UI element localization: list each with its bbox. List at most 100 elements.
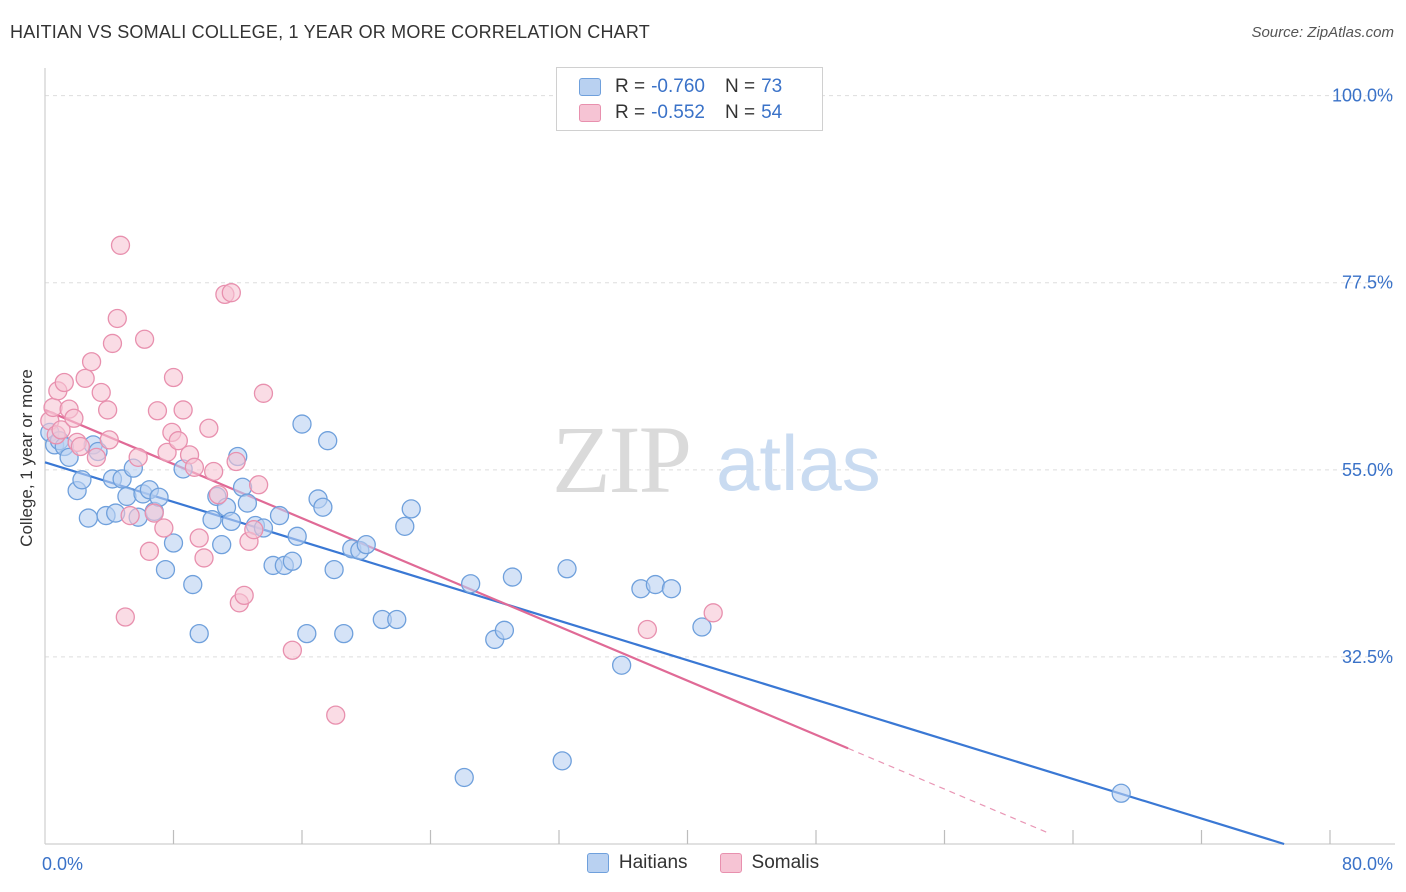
somalis-point bbox=[120, 505, 140, 526]
r-label: R = bbox=[615, 102, 646, 123]
somalis-point bbox=[204, 461, 224, 482]
source-label: Source: ZipAtlas.com bbox=[1251, 24, 1394, 41]
n-label: N = bbox=[724, 76, 756, 97]
somalis-point bbox=[244, 520, 264, 540]
haitians-point bbox=[387, 609, 407, 630]
haitians-point bbox=[202, 510, 222, 530]
n-value-somalis: 54 bbox=[761, 102, 783, 123]
haitians-point bbox=[212, 535, 232, 555]
somalis-point bbox=[703, 603, 723, 623]
somalis-point bbox=[168, 431, 188, 451]
somalis-point bbox=[81, 352, 102, 372]
haitians-point bbox=[269, 505, 290, 526]
somalis-point bbox=[208, 485, 229, 505]
haitians-point bbox=[313, 497, 333, 517]
r-value-somalis: -0.552 bbox=[651, 102, 705, 123]
haitians-point bbox=[163, 533, 184, 553]
haitians-point bbox=[502, 567, 523, 587]
haitians-point bbox=[117, 486, 137, 507]
somalis-point bbox=[194, 548, 214, 568]
correlation-legend: R = -0.760 N = 73 R = -0.552 N = 54 bbox=[556, 67, 823, 131]
haitians-point bbox=[292, 414, 312, 434]
haitians-point bbox=[155, 559, 176, 580]
somalis-point bbox=[144, 503, 164, 523]
haitians-point bbox=[318, 431, 338, 451]
somalis-point bbox=[64, 408, 84, 428]
haitians-point bbox=[494, 620, 515, 640]
haitians-point bbox=[557, 559, 577, 579]
watermark: ZIP atlas bbox=[552, 406, 881, 513]
grid-lines bbox=[45, 95, 1395, 658]
somalis-point bbox=[75, 368, 95, 388]
haitians-point bbox=[324, 559, 344, 580]
haitians-point bbox=[395, 516, 415, 537]
somalis-point bbox=[134, 329, 155, 349]
x-tick-label: 80.0% bbox=[1342, 854, 1393, 874]
haitians-point bbox=[189, 623, 209, 644]
legend-row-somalis: R = -0.552 N = 54 bbox=[579, 101, 782, 125]
r-label: R = bbox=[615, 76, 646, 97]
y-tick-label: 55.0% bbox=[1342, 460, 1393, 480]
haitians-point bbox=[645, 574, 666, 595]
haitians-point bbox=[221, 511, 241, 532]
haitians-point bbox=[692, 617, 712, 637]
haitians-point bbox=[552, 751, 572, 771]
somalis-point bbox=[221, 283, 241, 303]
legend-swatch-haitians bbox=[579, 78, 601, 96]
haitians-point bbox=[72, 470, 92, 490]
somalis-point bbox=[163, 367, 184, 388]
somalis-point bbox=[154, 518, 174, 538]
somalis-point bbox=[226, 451, 246, 472]
somalis-point bbox=[102, 333, 123, 354]
legend-item-haitians[interactable]: Haitians bbox=[586, 852, 688, 874]
somalis-point bbox=[128, 447, 148, 467]
somalis-point bbox=[115, 607, 135, 627]
watermark-zip: ZIP bbox=[552, 406, 690, 513]
somalis-point bbox=[97, 400, 118, 420]
haitians-point bbox=[282, 551, 303, 571]
somalis-point bbox=[54, 372, 74, 393]
haitians-point bbox=[237, 493, 258, 513]
data-points bbox=[40, 235, 1131, 803]
haitians-point bbox=[287, 526, 307, 546]
somalis-point bbox=[51, 420, 71, 440]
haitians-point bbox=[183, 574, 203, 595]
legend-swatch-haitians bbox=[586, 853, 609, 873]
somalis-point bbox=[43, 397, 63, 418]
somalis-point bbox=[189, 528, 209, 548]
series-legend: Haitians Somalis bbox=[0, 852, 1406, 874]
watermark-atlas: atlas bbox=[716, 419, 881, 507]
haitians-point bbox=[461, 574, 481, 594]
somalis-point bbox=[157, 442, 177, 463]
y-tick-label: 77.5% bbox=[1342, 273, 1393, 293]
haitians-point bbox=[334, 623, 354, 644]
somalis-point bbox=[173, 400, 193, 420]
somalis-point bbox=[282, 640, 303, 660]
somalis-point bbox=[99, 430, 119, 450]
y-axis-label: College, 1 year or more bbox=[17, 369, 36, 547]
somalis-point bbox=[326, 705, 346, 725]
legend-item-somalis[interactable]: Somalis bbox=[719, 852, 820, 874]
haitians-point bbox=[78, 508, 99, 528]
legend-row-haitians: R = -0.760 N = 73 bbox=[579, 75, 782, 99]
haitians-point bbox=[401, 499, 421, 519]
somalis-point bbox=[107, 308, 127, 329]
somalis-point bbox=[86, 447, 107, 467]
legend-swatch-somalis bbox=[719, 853, 742, 873]
haitians-point bbox=[297, 623, 317, 644]
legend-swatch-somalis bbox=[579, 104, 601, 122]
somalis-point bbox=[253, 383, 274, 403]
haitians-point bbox=[454, 767, 474, 788]
somalis-trend-extension bbox=[847, 747, 1050, 834]
haitians-point bbox=[1111, 783, 1131, 803]
somalis-point bbox=[110, 235, 131, 255]
n-label: N = bbox=[724, 102, 756, 123]
axes bbox=[44, 68, 1395, 845]
haitians-point bbox=[356, 535, 376, 555]
legend-label-somalis: Somalis bbox=[751, 852, 820, 873]
legend-label-haitians: Haitians bbox=[618, 852, 688, 873]
somalis-point bbox=[184, 457, 205, 477]
y-tick-label: 100.0% bbox=[1332, 86, 1393, 106]
r-value-haitians: -0.760 bbox=[651, 76, 705, 97]
haitians-point bbox=[611, 655, 632, 675]
